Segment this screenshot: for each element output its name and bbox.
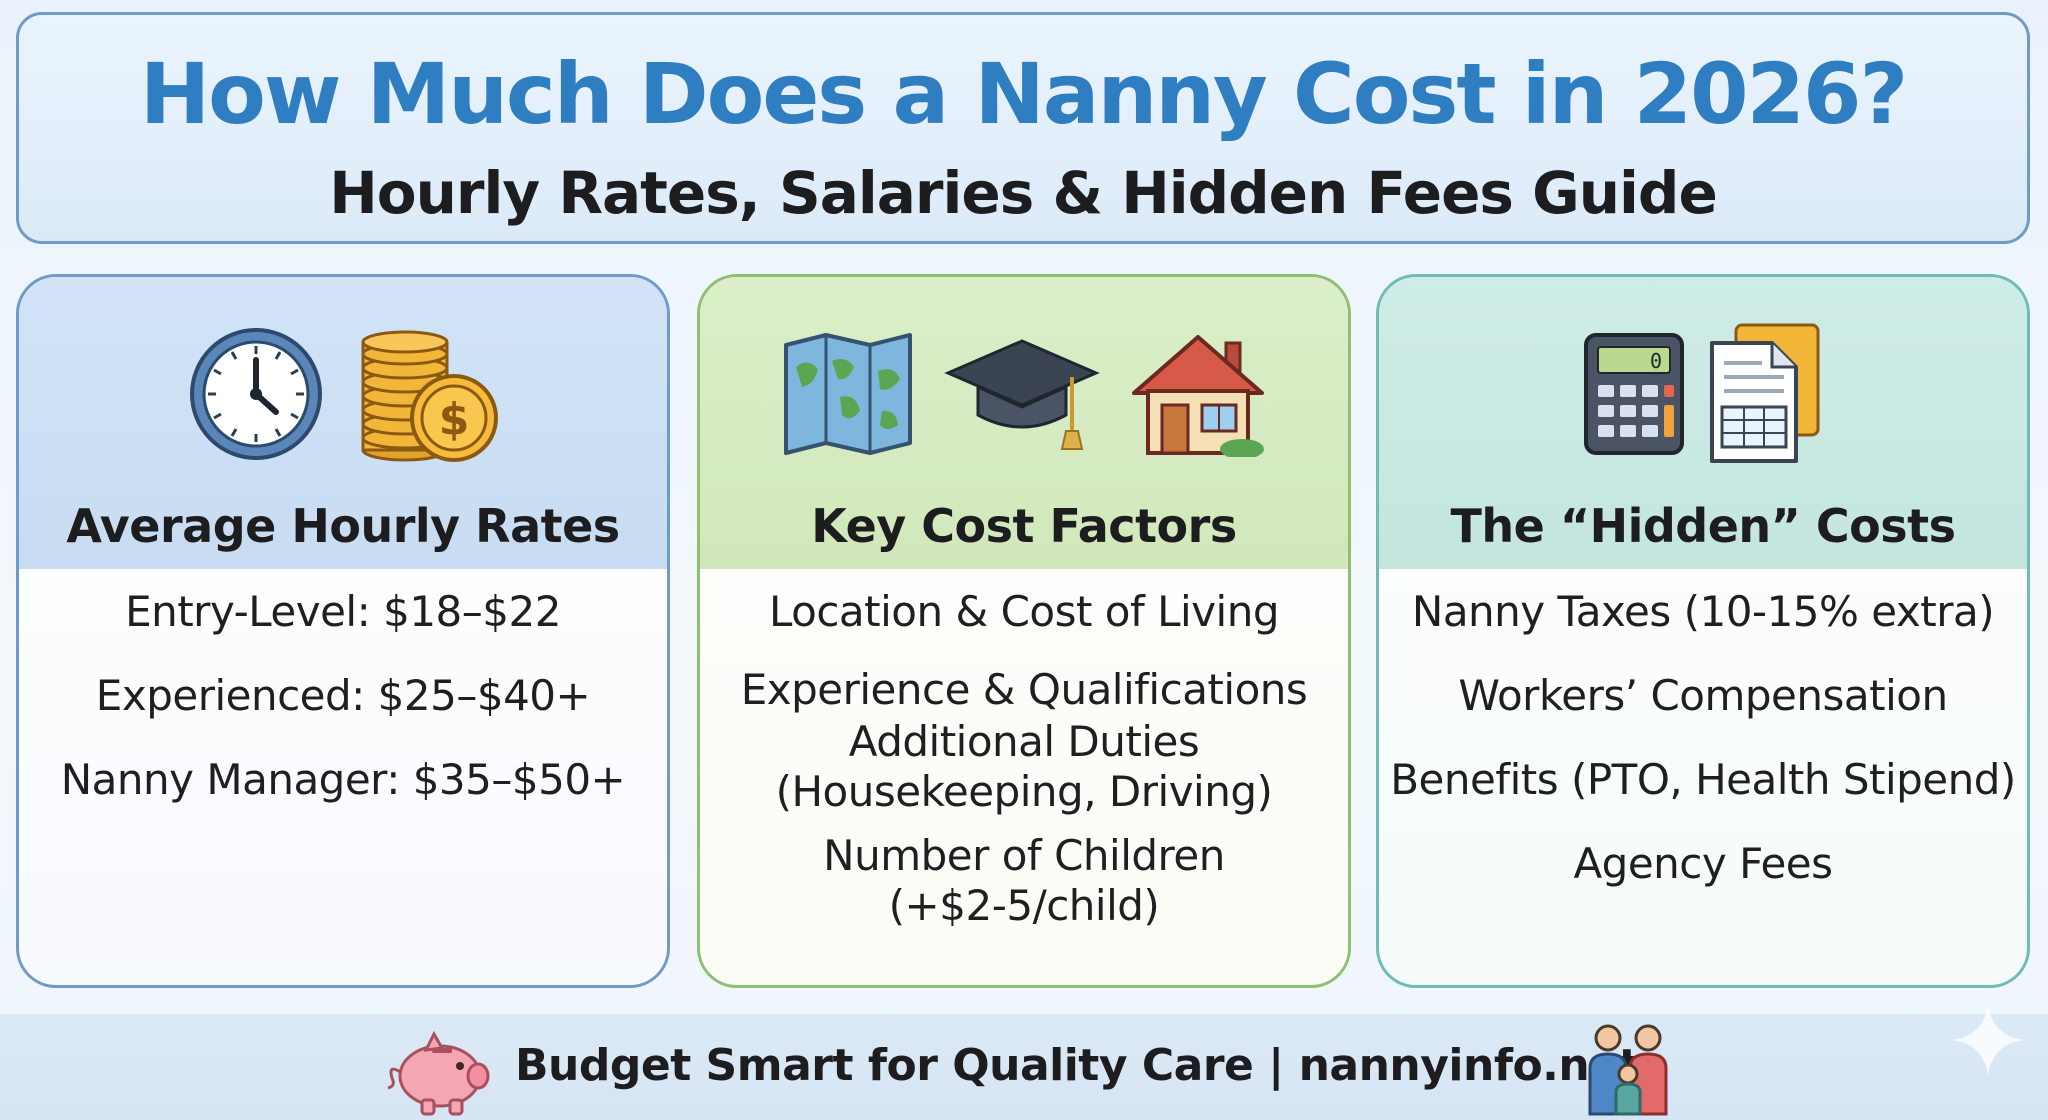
card-header: Key Cost Factors: [700, 277, 1348, 569]
coins-icon: $: [361, 330, 498, 462]
page-subtitle: Hourly Rates, Salaries & Hidden Fees Gui…: [329, 159, 1718, 227]
map-icon: [784, 333, 912, 455]
list-item: Agency Fees: [1573, 839, 1833, 888]
card-hidden-costs: 0: [1376, 274, 2030, 988]
list-item: (Housekeeping, Driving): [775, 767, 1273, 816]
list-item: Experience & Qualifications: [740, 665, 1308, 714]
list-item: (+$2-5/child): [888, 881, 1160, 930]
family-icon: [1588, 1024, 1668, 1116]
card-title: Average Hourly Rates: [66, 499, 620, 553]
graduation-cap-icon: [944, 339, 1100, 450]
piggy-bank-icon: [387, 1030, 490, 1116]
list-item: Nanny Taxes (10-15% extra): [1411, 587, 1995, 636]
list-item: Experienced: $25–$40+: [95, 671, 591, 720]
footer-text: Budget Smart for Quality Care | nannyinf…: [515, 1040, 1640, 1091]
card-hourly-rates: $ Average Hourly Rates Entry-Level: $18–…: [16, 274, 670, 988]
house-icon: [1132, 335, 1264, 457]
list-item: Location & Cost of Living: [768, 587, 1280, 636]
calculator-icon: 0: [1584, 333, 1684, 455]
card-title: The “Hidden” Costs: [1450, 499, 1957, 553]
card-cost-factors: Key Cost Factors Location & Cost of Livi…: [697, 274, 1351, 988]
card-title: Key Cost Factors: [811, 499, 1237, 553]
list-item: Benefits (PTO, Health Stipend): [1390, 755, 2016, 804]
card-body: Nanny Taxes (10-15% extra) Workers’ Comp…: [1379, 569, 2027, 985]
list-item: Workers’ Compensation: [1458, 671, 1948, 720]
documents-icon: [1710, 323, 1820, 463]
card-body: Location & Cost of Living Experience & Q…: [700, 569, 1348, 985]
list-item: Nanny Manager: $35–$50+: [60, 755, 626, 804]
footer-bar: Budget Smart for Quality Care | nannyinf…: [0, 1014, 2048, 1120]
card-body: Entry-Level: $18–$22 Experienced: $25–$4…: [19, 569, 667, 985]
list-item: Entry-Level: $18–$22: [125, 587, 561, 636]
list-item: Additional Duties: [848, 717, 1200, 766]
svg-text:$: $: [439, 394, 470, 445]
list-item: Number of Children: [823, 831, 1225, 880]
clock-icon: [190, 328, 322, 460]
svg-text:0: 0: [1650, 349, 1662, 373]
sparkle-icon: [1952, 1004, 2024, 1076]
title-banner: How Much Does a Nanny Cost in 2026? Hour…: [16, 12, 2030, 244]
card-header: 0: [1379, 277, 2027, 569]
card-header: $ Average Hourly Rates: [19, 277, 667, 569]
page-title: How Much Does a Nanny Cost in 2026?: [139, 45, 1908, 143]
